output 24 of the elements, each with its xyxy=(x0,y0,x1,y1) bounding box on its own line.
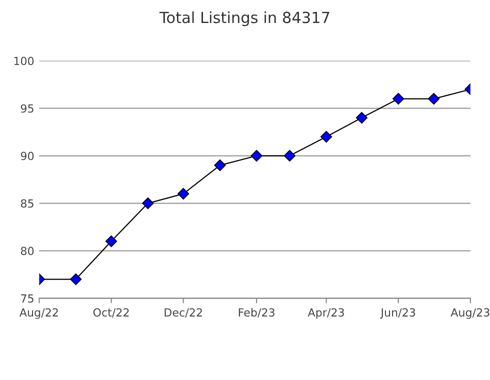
x-tick-label: Aug/23 xyxy=(450,308,490,319)
x-tick-label: Oct/22 xyxy=(93,308,129,318)
y-tick-label: 95 xyxy=(20,104,34,113)
point xyxy=(392,92,404,105)
point xyxy=(284,150,296,162)
point xyxy=(356,112,368,124)
y-tick-label: 75 xyxy=(21,294,34,303)
point xyxy=(214,159,226,172)
point xyxy=(142,197,154,210)
y-tick-label: 90 xyxy=(20,152,34,160)
point xyxy=(428,92,440,105)
x-tick-label: Jun/23 xyxy=(380,308,416,319)
x-tick-label: Dec/22 xyxy=(164,308,202,318)
point xyxy=(105,235,118,248)
y-tick-label: 100 xyxy=(14,56,34,66)
point xyxy=(70,273,82,286)
x-tick-label: Aug/22 xyxy=(20,308,58,319)
x-tick-label: Apr/23 xyxy=(308,308,344,319)
chart-title: Total Listings in 84317 xyxy=(159,11,330,26)
y-tick-label: 85 xyxy=(20,199,34,208)
point xyxy=(178,188,190,200)
point xyxy=(320,130,332,143)
y-tick-label: 80 xyxy=(20,246,34,256)
x-tick-label: Feb/23 xyxy=(238,308,274,318)
